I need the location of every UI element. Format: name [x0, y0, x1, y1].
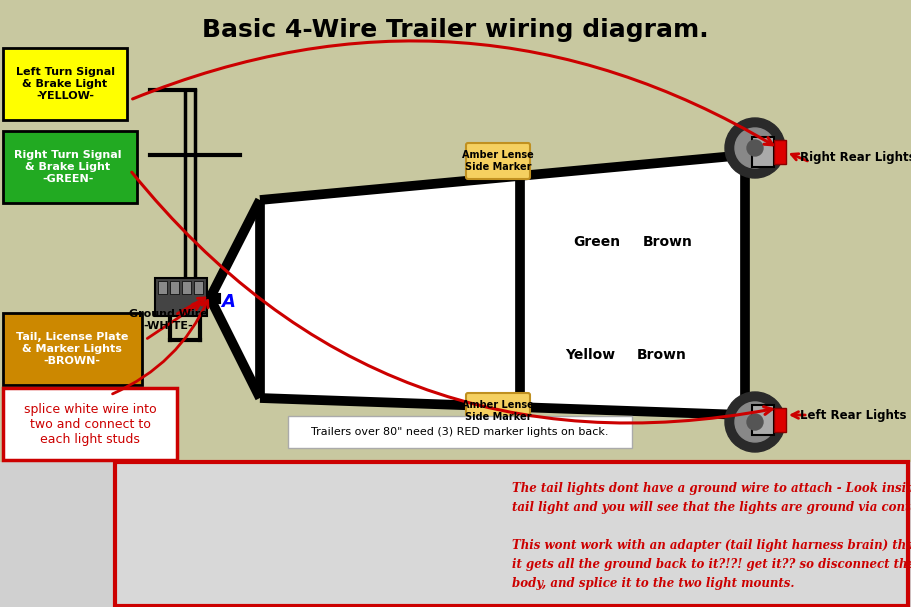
Circle shape — [747, 140, 763, 156]
Text: Amber Lense
Side Marker: Amber Lense Side Marker — [462, 400, 534, 422]
Text: Yellow: Yellow — [565, 348, 615, 362]
Text: splice white wire into
two and connect to
each light studs: splice white wire into two and connect t… — [24, 402, 157, 446]
FancyBboxPatch shape — [170, 281, 179, 294]
FancyBboxPatch shape — [752, 405, 774, 435]
Circle shape — [725, 118, 785, 178]
Text: Amber Lense
Side Marker: Amber Lense Side Marker — [462, 150, 534, 172]
Text: Green: Green — [573, 235, 620, 249]
FancyBboxPatch shape — [115, 462, 908, 606]
Text: Ground Wire
-WHITE-: Ground Wire -WHITE- — [128, 309, 208, 331]
Circle shape — [735, 402, 775, 442]
FancyBboxPatch shape — [3, 48, 127, 120]
FancyBboxPatch shape — [774, 408, 786, 432]
Text: Tail, License Plate
& Marker Lights
-BROWN-: Tail, License Plate & Marker Lights -BRO… — [15, 333, 128, 365]
Polygon shape — [212, 200, 260, 398]
FancyBboxPatch shape — [3, 388, 177, 460]
FancyBboxPatch shape — [466, 143, 530, 179]
FancyBboxPatch shape — [774, 140, 786, 164]
Text: Left Turn Signal
& Brake Light
-YELLOW-: Left Turn Signal & Brake Light -YELLOW- — [15, 67, 115, 101]
FancyBboxPatch shape — [3, 313, 142, 385]
FancyBboxPatch shape — [155, 278, 207, 316]
Text: Brown: Brown — [643, 235, 693, 249]
Polygon shape — [260, 155, 745, 415]
Text: Right Rear Lights: Right Rear Lights — [800, 152, 911, 164]
Text: A: A — [221, 293, 235, 311]
Circle shape — [725, 392, 785, 452]
Text: Basic 4-Wire Trailer wiring diagram.: Basic 4-Wire Trailer wiring diagram. — [201, 18, 709, 42]
Circle shape — [747, 414, 763, 430]
Text: Brown: Brown — [637, 348, 687, 362]
Text: Left Rear Lights: Left Rear Lights — [800, 409, 906, 421]
Text: Right Turn Signal
& Brake Light
-GREEN-: Right Turn Signal & Brake Light -GREEN- — [15, 151, 122, 183]
FancyBboxPatch shape — [752, 137, 774, 167]
FancyBboxPatch shape — [158, 281, 167, 294]
FancyBboxPatch shape — [194, 281, 203, 294]
FancyBboxPatch shape — [3, 131, 137, 203]
FancyBboxPatch shape — [466, 393, 530, 429]
FancyBboxPatch shape — [0, 462, 911, 607]
FancyBboxPatch shape — [288, 416, 632, 448]
Circle shape — [735, 128, 775, 168]
Text: The tail lights dont have a ground wire to attach - Look inside the tail light a: The tail lights dont have a ground wire … — [512, 482, 911, 590]
Text: Trailers over 80" need (3) RED marker lights on back.: Trailers over 80" need (3) RED marker li… — [312, 427, 609, 437]
FancyBboxPatch shape — [182, 281, 191, 294]
